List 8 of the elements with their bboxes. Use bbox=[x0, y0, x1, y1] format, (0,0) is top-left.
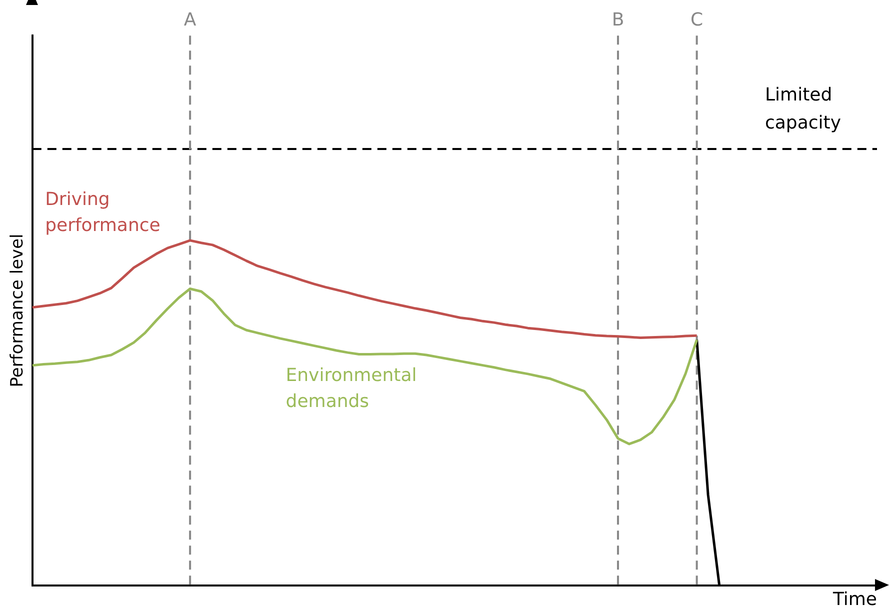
x-axis-title: Time bbox=[832, 588, 877, 610]
ref-line-label: Limited capacity bbox=[765, 84, 842, 134]
x-tick-label: A bbox=[184, 9, 197, 30]
y-axis-title: Performance level bbox=[8, 234, 28, 388]
series-label: Driving performance bbox=[45, 189, 160, 236]
x-tick-label: C bbox=[690, 9, 704, 30]
x-tick-label: B bbox=[612, 9, 624, 30]
series-label: Environmental demands bbox=[286, 365, 417, 412]
